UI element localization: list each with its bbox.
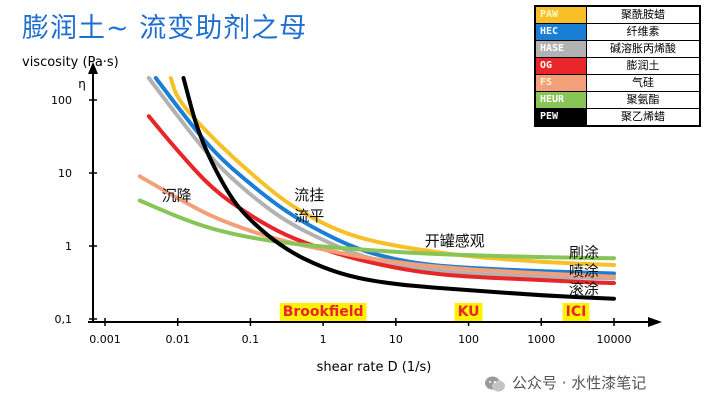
annotation: 开罐感观	[425, 232, 485, 250]
watermark: 公众号 · 水性漆笔记	[484, 372, 646, 393]
watermark-text: 公众号 · 水性漆笔记	[512, 374, 647, 392]
y-tick-label: 1	[65, 240, 72, 253]
annotation: 沉降	[162, 187, 192, 205]
x-tick-label: 10	[389, 333, 403, 346]
x-axis-label: shear rate D (1/s)	[317, 360, 432, 375]
x-axis-arrow	[648, 317, 662, 327]
chart-title: 膨润土~ 流变助剂之母	[22, 13, 308, 44]
series-line-heur	[137, 198, 616, 261]
legend-entry: HEUR 聚氨酯	[534, 91, 701, 109]
method-label: ICI	[562, 303, 590, 321]
annotation: 流平	[294, 207, 324, 225]
x-tick-label: 0.1	[242, 333, 260, 346]
legend-name: 聚氨酯	[586, 91, 701, 109]
annotation: 喷涂	[569, 262, 599, 280]
y-tick-label: 0,1	[55, 313, 73, 326]
annotation: 流挂	[294, 186, 324, 204]
series-line-pew	[181, 76, 616, 301]
x-tick-label: 0.01	[165, 333, 190, 346]
y-axis-label: viscosity (Pa·s)	[22, 55, 119, 70]
legend-code: OG	[534, 57, 587, 75]
y-tick-label: 10	[58, 167, 72, 180]
legend-name: 聚乙烯蜡	[586, 108, 701, 127]
legend-entry: PEW 聚乙烯蜡	[534, 108, 701, 127]
legend-name: 气硅	[586, 74, 701, 92]
y-tick-label: 100	[51, 94, 72, 107]
x-tick-label: 10000	[597, 333, 632, 346]
method-label: Brookfield	[279, 303, 367, 321]
wechat-icon	[485, 376, 505, 391]
svg-text:KU: KU	[458, 304, 480, 320]
x-tick-label: 1000	[527, 333, 555, 346]
svg-text:Brookfield: Brookfield	[283, 304, 364, 320]
chart-legend: PAW 聚酰胺蜡 HEC 纤维素 HASE 碱溶胀丙烯酸 OG 膨润土 FS 气硅 HEUR 聚氨酯 P…	[534, 5, 701, 127]
legend-code: PEW	[534, 108, 587, 127]
legend-code: HEUR	[534, 91, 587, 109]
y-axis-symbol: η	[78, 77, 86, 91]
x-tick-label: 0.001	[89, 333, 121, 346]
legend-entry: OG 膨润土	[534, 57, 701, 75]
x-tick-label: 100	[458, 333, 479, 346]
series-line-fs	[137, 174, 616, 279]
annotation: 滚涂	[569, 280, 599, 298]
annotation: 刷涂	[569, 243, 599, 261]
legend-code: FS	[534, 74, 587, 92]
x-tick-label: 1	[320, 333, 327, 346]
y-axis-arrow	[88, 62, 98, 74]
legend-entry: FS 气硅	[534, 74, 701, 92]
svg-text:ICI: ICI	[566, 304, 587, 320]
legend-name: 纤维素	[586, 23, 701, 41]
method-label: KU	[454, 303, 483, 321]
legend-code: PAW	[534, 5, 587, 24]
legend-entry: HEC 纤维素	[534, 23, 701, 41]
